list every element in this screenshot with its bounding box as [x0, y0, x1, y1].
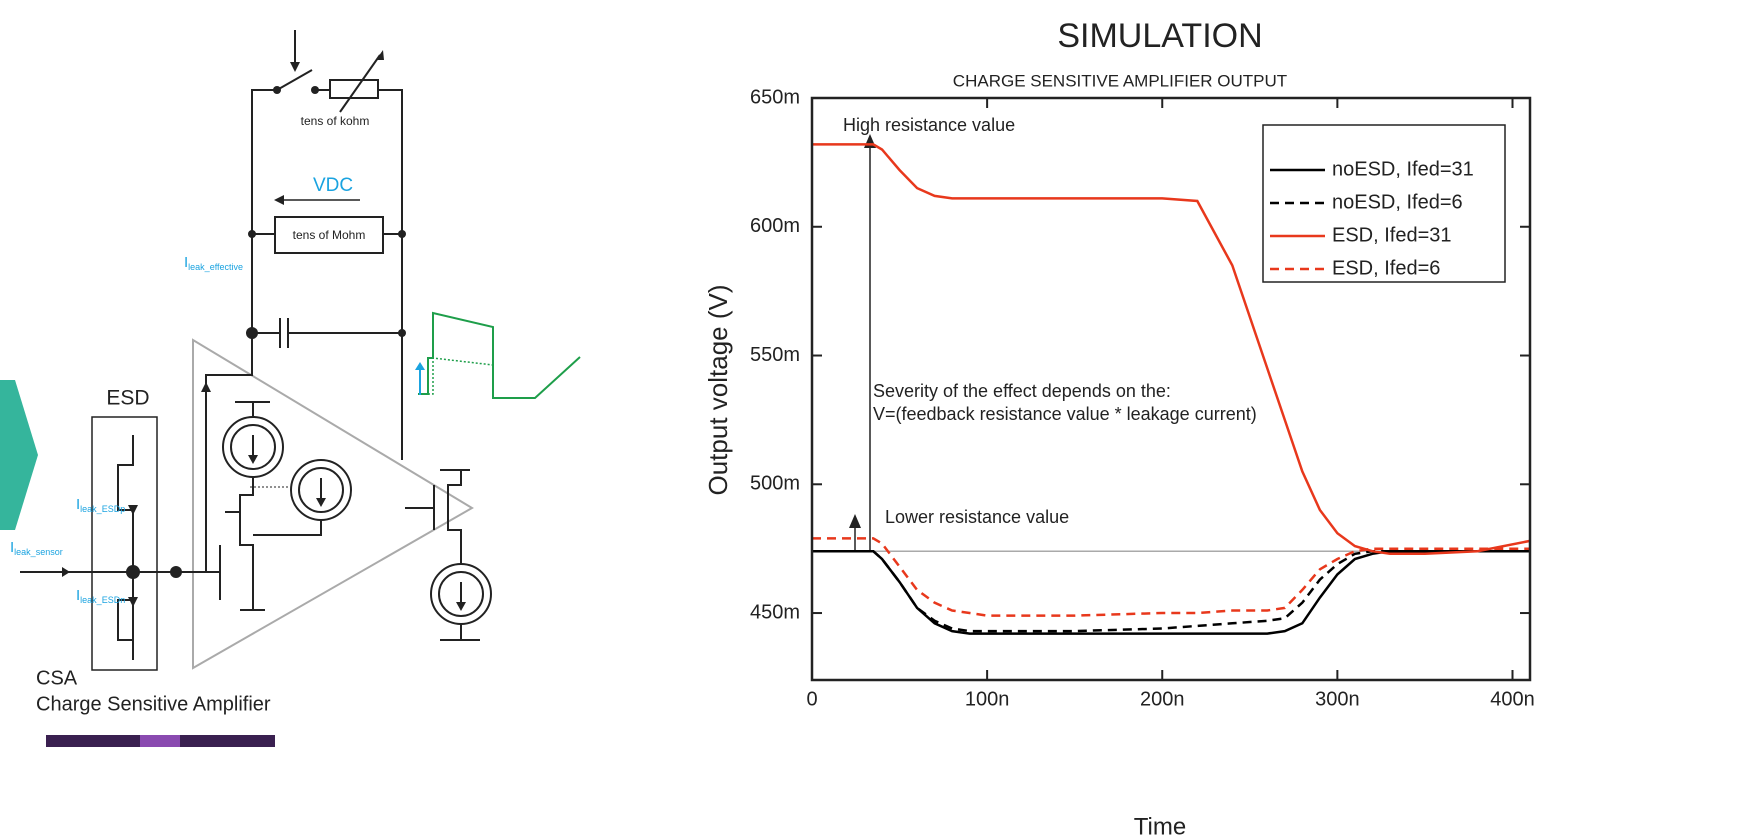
series-line	[812, 551, 1530, 631]
chart: SIMULATION CHARGE SENSITIVE AMPLIFIER OU…	[703, 17, 1287, 837]
annotation: High resistance value	[843, 115, 1015, 135]
csa-full-label: Charge Sensitive Amplifier	[36, 693, 271, 715]
y-tick-label: 600m	[750, 215, 800, 237]
x-tick-label: 400n	[1490, 688, 1535, 710]
x-tick-label: 100n	[965, 688, 1010, 710]
annotation: Lower resistance value	[885, 507, 1069, 527]
arrowhead	[849, 514, 861, 528]
y-tick-label: 500m	[750, 473, 800, 495]
y-tick-label: 650m	[750, 86, 800, 108]
vdc-label: VDC	[313, 175, 353, 196]
series-line	[812, 551, 1530, 633]
y-tick-label: 550m	[750, 344, 800, 366]
teal-arrow	[0, 380, 38, 530]
annotation: Severity of the effect depends on the:	[873, 381, 1171, 401]
csa-label: CSA	[36, 667, 78, 689]
legend-label: noESD, Ifed=6	[1332, 191, 1463, 213]
y-tick-label: 450m	[750, 601, 800, 623]
chart-subtitle: CHARGE SENSITIVE AMPLIFIER OUTPUT	[953, 71, 1287, 90]
resistor-label: tens of kohm	[301, 114, 370, 128]
page: tens of kohm VDC tens of Mohm Ileak_effe…	[0, 0, 1757, 837]
resistor-label: tens of Mohm	[293, 228, 366, 242]
x-tick-label: 300n	[1315, 688, 1360, 710]
current-label: Ileak_ESDn	[76, 587, 125, 605]
chart-title: SIMULATION	[1057, 17, 1262, 55]
x-tick-label: 200n	[1140, 688, 1185, 710]
x-axis-label: Time	[1134, 813, 1186, 837]
legend-label: ESD, Ifed=6	[1332, 257, 1440, 279]
current-label: Ileak_effective	[184, 254, 243, 272]
legend-label: noESD, Ifed=31	[1332, 158, 1474, 180]
legend-label: ESD, Ifed=31	[1332, 224, 1452, 246]
annotation: V=(feedback resistance value * leakage c…	[873, 404, 1257, 424]
current-label: Ileak_sensor	[10, 539, 63, 557]
esd-label: ESD	[106, 387, 149, 410]
x-tick-label: 0	[806, 688, 817, 710]
circuit	[20, 30, 580, 747]
y-axis-label: Output voltage (V)	[703, 285, 733, 496]
